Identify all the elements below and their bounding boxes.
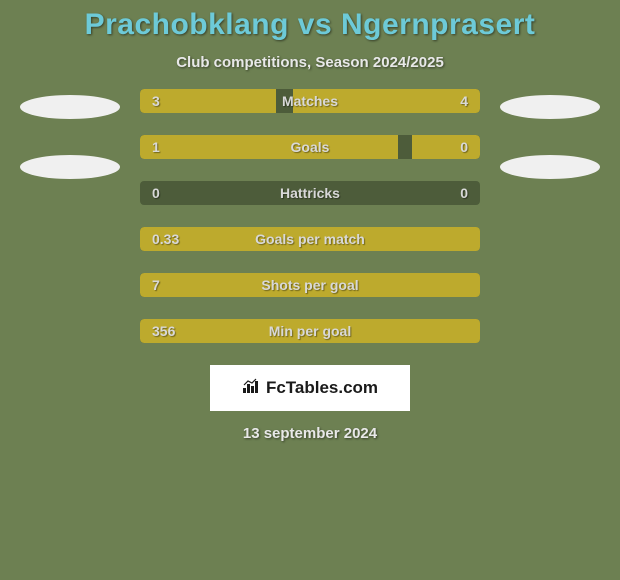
team-logo-left-2 [20,155,120,179]
bar-fill-right [412,135,480,159]
right-logo-column [500,89,600,179]
comparison-infographic: Prachobklang vs Ngernprasert Club compet… [0,0,620,580]
bar-fill-left [140,135,398,159]
footer-date: 13 september 2024 [0,425,620,442]
stat-bar: 356 Min per goal [140,319,480,343]
team-logo-right-2 [500,155,600,179]
bar-stat-name: Goals [291,139,330,155]
bar-stat-name: Matches [282,93,338,109]
stat-bar: 1 Goals 0 [140,135,480,159]
left-logo-column [20,89,120,179]
bar-value-left: 0.33 [152,231,179,247]
chart-icon [242,378,262,399]
team-logo-left-1 [20,95,120,119]
bar-value-left: 356 [152,323,175,339]
bar-fill-left [140,89,276,113]
bar-value-left: 7 [152,277,160,293]
stat-bar: 0 Hattricks 0 [140,181,480,205]
bar-stat-name: Min per goal [269,323,351,339]
bar-value-right: 0 [460,139,468,155]
footer-brand-badge: FcTables.com [210,365,410,411]
stat-bar: 7 Shots per goal [140,273,480,297]
bar-value-left: 1 [152,139,160,155]
bar-value-right: 4 [460,93,468,109]
team-logo-right-1 [500,95,600,119]
bar-stat-name: Shots per goal [261,277,358,293]
bar-value-left: 3 [152,93,160,109]
stat-bar: 3 Matches 4 [140,89,480,113]
bar-stat-name: Goals per match [255,231,365,247]
bars-column: 3 Matches 4 1 Goals 0 0 Hattricks 0 0.33 Goals per… [140,89,480,343]
footer-brand-text: FcTables.com [266,378,378,398]
page-title: Prachobklang vs Ngernprasert [0,8,620,42]
comparison-area: 3 Matches 4 1 Goals 0 0 Hattricks 0 0.33 Goals per… [0,89,620,343]
stat-bar: 0.33 Goals per match [140,227,480,251]
bar-value-left: 0 [152,185,160,201]
bar-value-right: 0 [460,185,468,201]
bar-stat-name: Hattricks [280,185,340,201]
subtitle: Club competitions, Season 2024/2025 [0,54,620,71]
